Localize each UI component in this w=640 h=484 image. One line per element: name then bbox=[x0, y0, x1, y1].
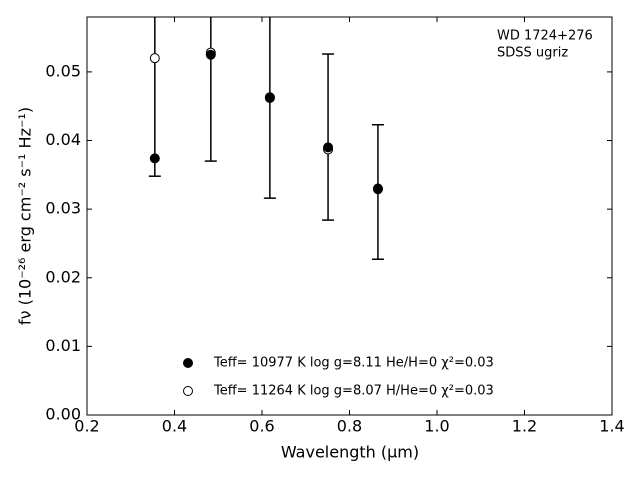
y-tick-label: 0.05 bbox=[45, 61, 81, 80]
y-tick-label: 0.02 bbox=[45, 267, 81, 286]
point bbox=[205, 49, 216, 60]
y-tick-label: 0.01 bbox=[45, 336, 81, 355]
point bbox=[372, 184, 383, 195]
annotation: WD 1724+276 bbox=[497, 29, 593, 44]
legend-marker bbox=[183, 358, 193, 368]
y-tick-label: 0.00 bbox=[45, 405, 81, 424]
x-tick-label: 1.0 bbox=[424, 417, 449, 436]
y-axis-label: fν (10⁻²⁶ erg cm⁻² s⁻¹ Hz⁻¹) bbox=[16, 107, 35, 325]
legend-label: Teff= 10977 K log g=8.11 He/H=0 χ²=0.03 bbox=[213, 356, 494, 371]
x-tick-label: 0.8 bbox=[337, 417, 362, 436]
x-axis-label: Wavelength (μm) bbox=[281, 443, 419, 462]
point bbox=[149, 53, 160, 64]
point bbox=[264, 92, 275, 103]
legend-label: Teff= 11264 K log g=8.07 H/He=0 χ²=0.03 bbox=[213, 384, 494, 399]
x-tick-label: 0.4 bbox=[162, 417, 187, 436]
point bbox=[149, 153, 160, 164]
legend-marker bbox=[183, 386, 193, 396]
y-tick-label: 0.04 bbox=[45, 130, 81, 149]
annotation: SDSS ugriz bbox=[497, 46, 568, 61]
y-tick-label: 0.03 bbox=[45, 199, 81, 218]
x-tick-label: 0.2 bbox=[74, 417, 99, 436]
x-tick-label: 1.2 bbox=[512, 417, 537, 436]
x-tick-label: 0.6 bbox=[249, 417, 274, 436]
x-tick-label: 1.4 bbox=[599, 417, 624, 436]
point bbox=[323, 142, 334, 153]
